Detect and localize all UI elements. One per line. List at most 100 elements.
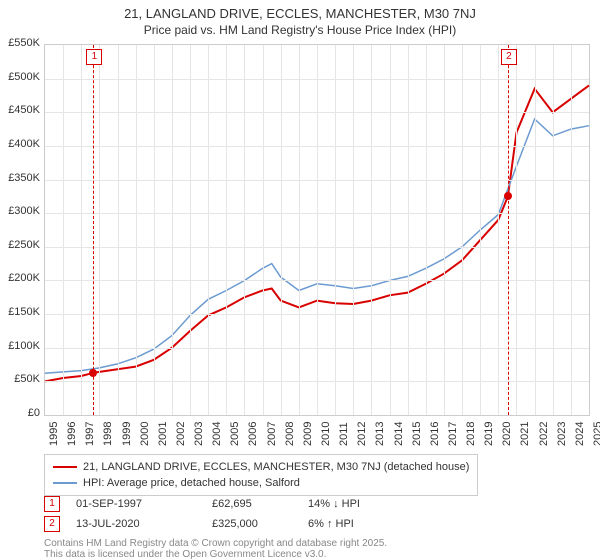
x-axis-tick-label: 2019 xyxy=(483,422,495,446)
gridline-vertical xyxy=(136,45,137,415)
x-axis-tick-label: 2003 xyxy=(193,422,205,446)
x-axis-tick-label: 2017 xyxy=(447,422,459,446)
event-price: £325,000 xyxy=(212,518,292,530)
chart-container: 21, LANGLAND DRIVE, ECCLES, MANCHESTER, … xyxy=(0,0,600,560)
gridline-vertical xyxy=(408,45,409,415)
gridline-vertical xyxy=(444,45,445,415)
plot-area: 12 xyxy=(44,44,590,416)
x-axis-tick-label: 1998 xyxy=(102,422,114,446)
x-axis-tick-label: 2025 xyxy=(592,422,600,446)
gridline-vertical xyxy=(244,45,245,415)
chart-subtitle: Price paid vs. HM Land Registry's House … xyxy=(0,23,600,37)
x-axis-tick-label: 2008 xyxy=(284,422,296,446)
event-pct: 14% ↓ HPI xyxy=(308,498,388,510)
event-pct: 6% ↑ HPI xyxy=(308,518,388,530)
x-axis-tick-label: 2024 xyxy=(574,422,586,446)
gridline-vertical xyxy=(208,45,209,415)
x-axis-tick-label: 2001 xyxy=(157,422,169,446)
x-axis-tick-label: 2013 xyxy=(374,422,386,446)
event-marker-dot xyxy=(89,369,97,377)
event-date: 01-SEP-1997 xyxy=(76,498,196,510)
x-axis-tick-label: 2015 xyxy=(411,422,423,446)
event-marker-box: 2 xyxy=(501,49,517,65)
legend-row: 21, LANGLAND DRIVE, ECCLES, MANCHESTER, … xyxy=(53,459,469,475)
gridline-vertical xyxy=(190,45,191,415)
x-axis-tick-label: 2000 xyxy=(139,422,151,446)
event-date: 13-JUL-2020 xyxy=(76,518,196,530)
gridline-vertical xyxy=(371,45,372,415)
event-price: £62,695 xyxy=(212,498,292,510)
event-marker-dot xyxy=(504,192,512,200)
gridline-vertical xyxy=(498,45,499,415)
y-axis-tick-label: £50K xyxy=(0,373,40,385)
gridline-vertical xyxy=(99,45,100,415)
x-axis-tick-label: 2002 xyxy=(175,422,187,446)
x-axis-tick-label: 2004 xyxy=(211,422,223,446)
x-axis-tick-label: 2012 xyxy=(356,422,368,446)
x-axis-tick-label: 2005 xyxy=(229,422,241,446)
x-axis-tick-label: 1999 xyxy=(121,422,133,446)
event-marker-box: 1 xyxy=(44,496,60,512)
x-axis-tick-label: 2016 xyxy=(429,422,441,446)
x-axis-tick-label: 2009 xyxy=(302,422,314,446)
y-axis-tick-label: £400K xyxy=(0,138,40,150)
gridline-vertical xyxy=(553,45,554,415)
gridline-vertical xyxy=(317,45,318,415)
gridline-vertical xyxy=(226,45,227,415)
event-marker-line xyxy=(93,45,94,415)
legend-label: HPI: Average price, detached house, Salf… xyxy=(83,477,300,489)
gridline-vertical xyxy=(63,45,64,415)
legend-label: 21, LANGLAND DRIVE, ECCLES, MANCHESTER, … xyxy=(83,461,469,473)
y-axis-tick-label: £250K xyxy=(0,239,40,251)
x-axis-tick-label: 2022 xyxy=(538,422,550,446)
event-row: 1 01-SEP-1997 £62,695 14% ↓ HPI xyxy=(44,496,388,512)
event-marker-line xyxy=(508,45,509,415)
gridline-vertical xyxy=(335,45,336,415)
gridline-vertical xyxy=(516,45,517,415)
event-marker-box: 2 xyxy=(44,516,60,532)
footer-attribution: Contains HM Land Registry data © Crown c… xyxy=(44,538,387,560)
gridline-vertical xyxy=(571,45,572,415)
chart-title: 21, LANGLAND DRIVE, ECCLES, MANCHESTER, … xyxy=(0,6,600,21)
gridline-vertical xyxy=(426,45,427,415)
y-axis-tick-label: £200K xyxy=(0,272,40,284)
gridline-vertical xyxy=(118,45,119,415)
y-axis-tick-label: £100K xyxy=(0,340,40,352)
gridline-vertical xyxy=(480,45,481,415)
x-axis-tick-label: 2023 xyxy=(556,422,568,446)
x-axis-tick-label: 2011 xyxy=(338,422,350,446)
x-axis-tick-label: 2018 xyxy=(465,422,477,446)
gridline-vertical xyxy=(154,45,155,415)
event-row: 2 13-JUL-2020 £325,000 6% ↑ HPI xyxy=(44,516,388,532)
legend-swatch xyxy=(53,466,77,468)
x-axis-tick-label: 2020 xyxy=(501,422,513,446)
x-axis-tick-label: 1995 xyxy=(48,422,60,446)
gridline-vertical xyxy=(281,45,282,415)
y-axis-tick-label: £300K xyxy=(0,205,40,217)
gridline-vertical xyxy=(263,45,264,415)
event-marker-box: 1 xyxy=(86,49,102,65)
gridline-vertical xyxy=(535,45,536,415)
x-axis-tick-label: 2007 xyxy=(266,422,278,446)
chart-legend: 21, LANGLAND DRIVE, ECCLES, MANCHESTER, … xyxy=(44,454,478,496)
gridline-vertical xyxy=(81,45,82,415)
y-axis-tick-label: £350K xyxy=(0,172,40,184)
gridline-vertical xyxy=(390,45,391,415)
gridline-vertical xyxy=(172,45,173,415)
y-axis-tick-label: £150K xyxy=(0,306,40,318)
y-axis-tick-label: £450K xyxy=(0,104,40,116)
y-axis-tick-label: £550K xyxy=(0,37,40,49)
x-axis-tick-label: 2014 xyxy=(393,422,405,446)
y-axis-tick-label: £0 xyxy=(0,407,40,419)
x-axis-tick-label: 2010 xyxy=(320,422,332,446)
x-axis-tick-label: 1997 xyxy=(84,422,96,446)
gridline-vertical xyxy=(299,45,300,415)
gridline-vertical xyxy=(353,45,354,415)
x-axis-tick-label: 2006 xyxy=(247,422,259,446)
y-axis-tick-label: £500K xyxy=(0,71,40,83)
legend-row: HPI: Average price, detached house, Salf… xyxy=(53,475,469,491)
x-axis-tick-label: 2021 xyxy=(519,422,531,446)
gridline-vertical xyxy=(462,45,463,415)
legend-swatch xyxy=(53,482,77,484)
x-axis-tick-label: 1996 xyxy=(66,422,78,446)
